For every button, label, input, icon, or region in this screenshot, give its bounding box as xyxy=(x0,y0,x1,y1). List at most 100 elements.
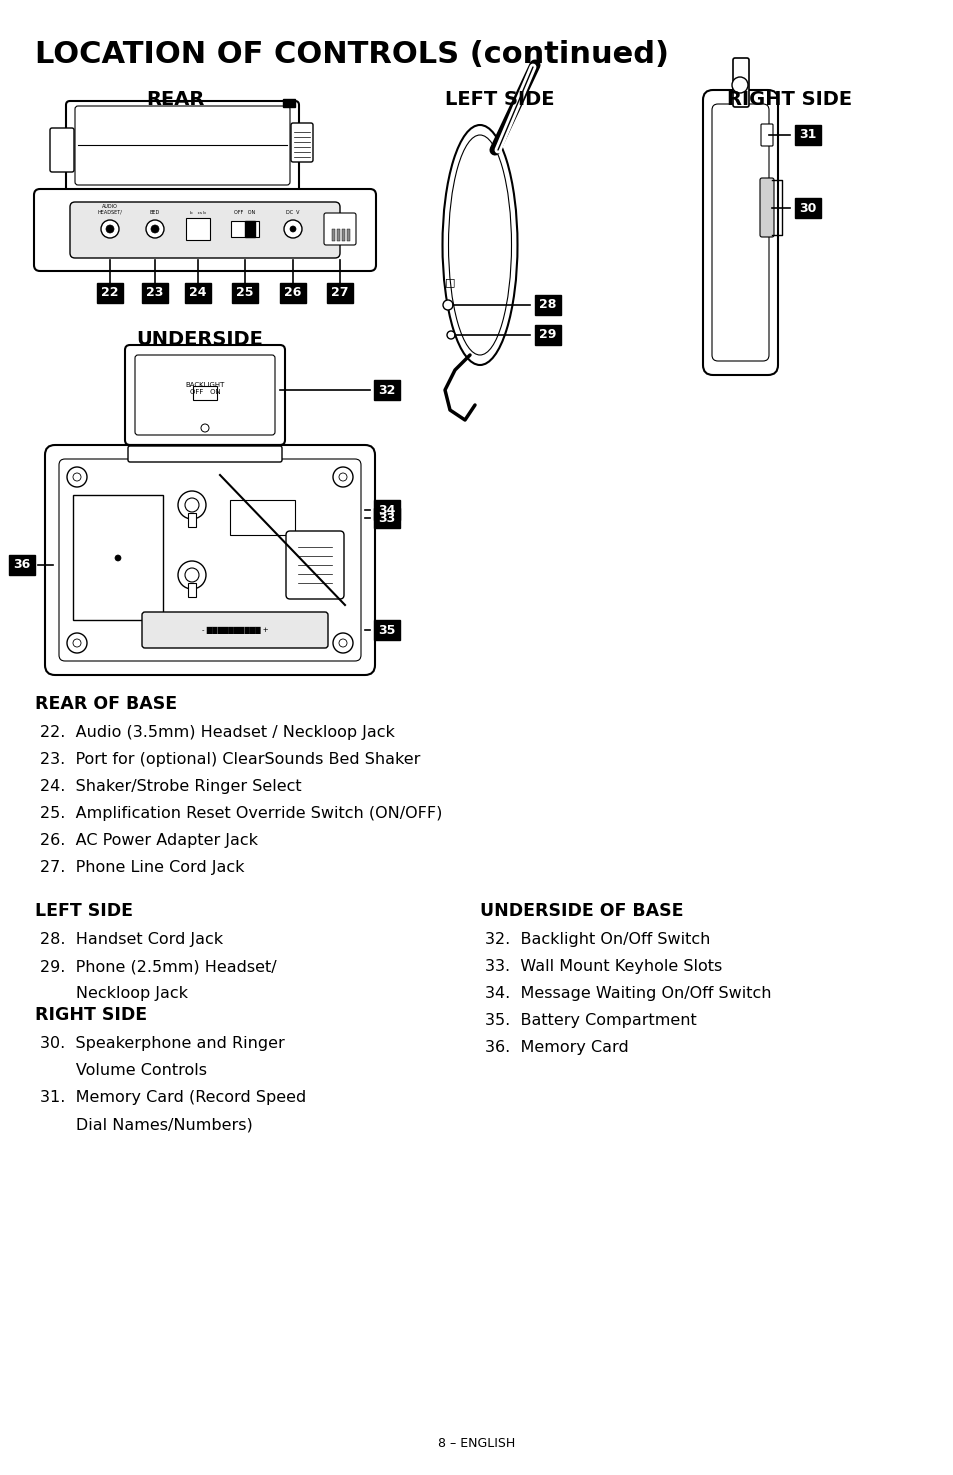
Ellipse shape xyxy=(448,136,511,355)
Bar xyxy=(535,295,560,316)
FancyBboxPatch shape xyxy=(291,122,313,162)
Text: LEFT SIDE: LEFT SIDE xyxy=(445,90,554,109)
Text: 23.  Port for (optional) ClearSounds Bed Shaker: 23. Port for (optional) ClearSounds Bed … xyxy=(40,752,420,767)
Text: 31: 31 xyxy=(799,128,816,142)
Circle shape xyxy=(290,226,295,232)
Bar xyxy=(193,386,216,400)
Bar xyxy=(245,221,254,237)
Text: 36.  Memory Card: 36. Memory Card xyxy=(484,1040,628,1055)
FancyBboxPatch shape xyxy=(45,445,375,676)
Bar xyxy=(374,500,399,521)
Bar xyxy=(535,324,560,345)
Bar xyxy=(374,620,399,640)
Text: 25: 25 xyxy=(236,286,253,299)
Text: 29.  Phone (2.5mm) Headset/: 29. Phone (2.5mm) Headset/ xyxy=(40,959,276,974)
FancyBboxPatch shape xyxy=(59,459,360,661)
Text: 8 – ENGLISH: 8 – ENGLISH xyxy=(438,1437,515,1450)
FancyBboxPatch shape xyxy=(70,202,339,258)
Text: 32: 32 xyxy=(378,384,395,397)
Circle shape xyxy=(101,220,119,237)
FancyBboxPatch shape xyxy=(732,58,748,108)
Circle shape xyxy=(67,468,87,487)
Text: 34.  Message Waiting On/Off Switch: 34. Message Waiting On/Off Switch xyxy=(484,985,771,1002)
Text: REAR: REAR xyxy=(146,90,204,109)
Text: 27.  Phone Line Cord Jack: 27. Phone Line Cord Jack xyxy=(40,860,244,875)
Circle shape xyxy=(178,560,206,589)
Bar xyxy=(374,381,399,400)
FancyBboxPatch shape xyxy=(286,531,344,599)
Text: 36: 36 xyxy=(13,559,30,571)
Circle shape xyxy=(73,473,81,481)
Bar xyxy=(142,283,168,302)
FancyBboxPatch shape xyxy=(75,106,290,184)
Bar xyxy=(347,229,350,240)
Text: 28.  Handset Cord Jack: 28. Handset Cord Jack xyxy=(40,932,223,947)
Text: LOCATION OF CONTROLS (continued): LOCATION OF CONTROLS (continued) xyxy=(35,40,668,69)
Text: 30: 30 xyxy=(799,202,816,214)
Bar xyxy=(188,513,195,527)
Circle shape xyxy=(185,568,199,583)
Text: UNDERSIDE: UNDERSIDE xyxy=(136,330,263,350)
Bar xyxy=(332,229,335,240)
Text: LEFT SIDE: LEFT SIDE xyxy=(35,903,132,920)
Text: 26.  AC Power Adapter Jack: 26. AC Power Adapter Jack xyxy=(40,833,257,848)
Bar xyxy=(186,218,210,240)
Text: 33: 33 xyxy=(378,512,395,525)
Text: 28: 28 xyxy=(538,298,557,311)
Circle shape xyxy=(201,423,209,432)
Text: 24: 24 xyxy=(189,286,207,299)
FancyBboxPatch shape xyxy=(702,90,778,375)
Circle shape xyxy=(67,633,87,653)
FancyBboxPatch shape xyxy=(66,100,298,195)
Bar xyxy=(230,500,294,535)
Text: 23: 23 xyxy=(146,286,164,299)
Text: 29: 29 xyxy=(538,329,557,342)
Circle shape xyxy=(151,226,159,233)
FancyBboxPatch shape xyxy=(125,345,285,445)
FancyBboxPatch shape xyxy=(50,128,74,173)
Text: 33.  Wall Mount Keyhole Slots: 33. Wall Mount Keyhole Slots xyxy=(484,959,721,974)
Circle shape xyxy=(447,330,455,339)
FancyBboxPatch shape xyxy=(142,612,328,648)
Text: 22: 22 xyxy=(101,286,118,299)
Bar xyxy=(280,283,306,302)
Circle shape xyxy=(73,639,81,648)
FancyBboxPatch shape xyxy=(711,105,768,361)
Text: RIGHT SIDE: RIGHT SIDE xyxy=(35,1006,147,1024)
Text: 34: 34 xyxy=(378,503,395,516)
FancyBboxPatch shape xyxy=(135,355,274,435)
Circle shape xyxy=(106,226,113,233)
Text: Volume Controls: Volume Controls xyxy=(40,1063,207,1078)
Bar xyxy=(231,221,258,237)
Text: UNDERSIDE OF BASE: UNDERSIDE OF BASE xyxy=(479,903,682,920)
Bar xyxy=(336,229,339,240)
Circle shape xyxy=(333,468,353,487)
Text: BACKLIGHT
OFF   ON: BACKLIGHT OFF ON xyxy=(185,382,225,395)
Bar xyxy=(188,583,195,597)
Circle shape xyxy=(178,491,206,519)
FancyBboxPatch shape xyxy=(760,178,773,237)
Circle shape xyxy=(146,220,164,237)
Ellipse shape xyxy=(442,125,517,364)
Bar xyxy=(97,283,123,302)
Text: 31.  Memory Card (Record Speed: 31. Memory Card (Record Speed xyxy=(40,1090,306,1105)
Text: RIGHT SIDE: RIGHT SIDE xyxy=(727,90,852,109)
Bar xyxy=(232,283,257,302)
Text: AUDIO
HEADSET/: AUDIO HEADSET/ xyxy=(97,204,122,215)
Text: DC  V: DC V xyxy=(286,209,299,215)
Bar xyxy=(341,229,345,240)
Text: Neckloop Jack: Neckloop Jack xyxy=(40,985,188,1002)
Text: 26: 26 xyxy=(284,286,301,299)
Text: - ██████████ +: - ██████████ + xyxy=(201,627,268,634)
Text: 32.  Backlight On/Off Switch: 32. Backlight On/Off Switch xyxy=(484,932,710,947)
Text: 24.  Shaker/Strobe Ringer Select: 24. Shaker/Strobe Ringer Select xyxy=(40,779,301,794)
Circle shape xyxy=(284,220,302,237)
Text: BED: BED xyxy=(150,209,160,215)
Circle shape xyxy=(185,499,199,512)
Text: 22.  Audio (3.5mm) Headset / Neckloop Jack: 22. Audio (3.5mm) Headset / Neckloop Jac… xyxy=(40,726,395,740)
Bar xyxy=(374,507,399,528)
Text: 35: 35 xyxy=(378,624,395,637)
Text: 35.  Battery Compartment: 35. Battery Compartment xyxy=(484,1013,696,1028)
FancyBboxPatch shape xyxy=(760,124,772,146)
FancyBboxPatch shape xyxy=(128,445,282,462)
